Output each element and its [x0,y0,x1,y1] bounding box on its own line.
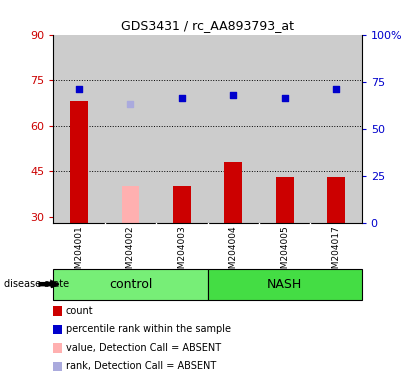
Text: rank, Detection Call = ABSENT: rank, Detection Call = ABSENT [66,361,216,371]
Text: GSM204004: GSM204004 [229,225,238,280]
Bar [122,186,139,223]
Point [178,95,185,101]
Bar [53,269,208,300]
Text: GSM204005: GSM204005 [280,225,289,280]
Bar [53,35,105,223]
Bar [70,101,88,223]
Text: NASH: NASH [267,278,302,291]
Bar [173,186,191,223]
Point [281,95,288,101]
Bar [327,177,345,223]
Point [127,101,134,108]
Text: value, Detection Call = ABSENT: value, Detection Call = ABSENT [66,343,221,353]
Point [76,86,82,92]
Bar [208,269,362,300]
Bar [208,35,259,223]
Bar [156,35,208,223]
Bar [224,162,242,223]
Point [333,86,339,92]
Text: disease state: disease state [4,279,69,289]
Point [230,92,237,98]
Text: GSM204017: GSM204017 [332,225,340,280]
Bar [310,35,362,223]
Text: GSM204003: GSM204003 [178,225,186,280]
Bar [105,35,156,223]
Title: GDS3431 / rc_AA893793_at: GDS3431 / rc_AA893793_at [121,19,294,32]
Text: count: count [66,306,93,316]
Text: GSM204001: GSM204001 [75,225,83,280]
Bar [276,177,293,223]
Text: control: control [109,278,152,291]
Text: GSM204002: GSM204002 [126,225,135,280]
Text: percentile rank within the sample: percentile rank within the sample [66,324,231,334]
Bar [259,35,310,223]
